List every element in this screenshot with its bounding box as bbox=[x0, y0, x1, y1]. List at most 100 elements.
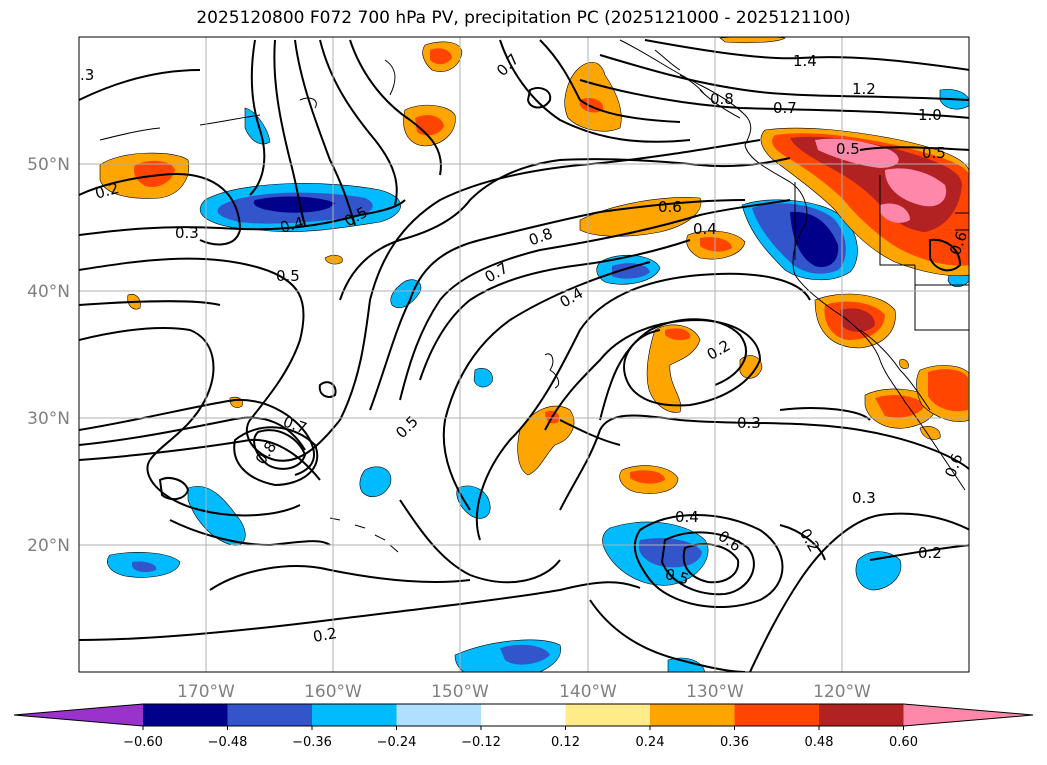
colorbar-tick-label: 0.48 bbox=[805, 735, 834, 750]
pv-contour bbox=[79, 438, 321, 481]
precip-region-positive bbox=[840, 308, 875, 332]
contour-label: 1.2 bbox=[852, 80, 876, 98]
colorbar-segment bbox=[734, 704, 820, 726]
contour-label: 0.3 bbox=[175, 224, 199, 242]
colorbar-tick-label: −0.60 bbox=[123, 735, 163, 750]
pv-contour bbox=[339, 139, 761, 421]
graticule bbox=[79, 37, 969, 672]
contour-label: 1.0 bbox=[918, 106, 942, 124]
pv-contour bbox=[209, 565, 471, 591]
coastline bbox=[544, 353, 560, 389]
pv-contour bbox=[599, 318, 747, 421]
colorbar-segment bbox=[650, 704, 735, 726]
pv-contour bbox=[544, 318, 762, 431]
pv-contour bbox=[79, 257, 341, 462]
pv-contour bbox=[369, 199, 746, 411]
lat-tick-label: 40°N bbox=[27, 282, 70, 302]
contour-label: 0.5 bbox=[922, 144, 946, 162]
precip-region-negative bbox=[253, 196, 335, 213]
precip-region-positive bbox=[739, 355, 763, 379]
latitude-labels: 20°N 30°N 40°N 50°N bbox=[27, 155, 70, 556]
map-frame bbox=[78, 36, 970, 673]
pv-contour bbox=[158, 477, 190, 501]
precip-region-negative bbox=[790, 211, 839, 268]
coastline bbox=[794, 175, 969, 331]
precip-region-positive bbox=[700, 237, 732, 252]
precip-region-positive bbox=[790, 136, 962, 232]
precip-region-negative bbox=[390, 279, 422, 309]
contour-label: 0.2 bbox=[312, 624, 339, 646]
contour-label: 0.2 bbox=[93, 179, 121, 203]
pv-contour bbox=[526, 87, 552, 109]
contour-label: 0.6 bbox=[658, 198, 682, 216]
colorbar-extend-min bbox=[14, 704, 143, 726]
precip-region-positive bbox=[517, 405, 575, 476]
map-title: 2025120800 F072 700 hPa PV, precipitatio… bbox=[196, 8, 851, 28]
precip-region-positive bbox=[885, 168, 947, 207]
precip-region-negative bbox=[612, 263, 650, 279]
pv-contour bbox=[79, 199, 406, 236]
coastline bbox=[859, 329, 931, 411]
pv-contour bbox=[79, 398, 315, 476]
coastlines bbox=[99, 39, 969, 553]
pv-contour bbox=[539, 39, 681, 123]
precip-region-negative bbox=[359, 466, 392, 498]
pv-contour bbox=[319, 39, 398, 206]
precip-region-positive bbox=[324, 254, 343, 265]
contour-label: 0.2 bbox=[918, 544, 942, 562]
pv-contour bbox=[79, 327, 301, 517]
coastline bbox=[99, 114, 261, 141]
lon-tick-label: 170°W bbox=[177, 682, 235, 702]
coastline bbox=[654, 49, 741, 119]
pv-contour bbox=[475, 272, 811, 541]
pv-contour bbox=[599, 54, 969, 101]
pv-contour bbox=[233, 426, 319, 487]
pv-contour bbox=[318, 381, 337, 398]
colorbar-tick-label: 0.36 bbox=[720, 735, 749, 750]
contour-label: 0.8 bbox=[710, 90, 734, 108]
colorbar-tick-label: −0.12 bbox=[461, 735, 501, 750]
contour-label: 0.5 bbox=[663, 565, 691, 589]
colorbar-segment bbox=[481, 704, 566, 726]
pv-contour bbox=[633, 514, 784, 609]
colorbar-segment bbox=[312, 704, 397, 726]
pv-contour bbox=[589, 599, 746, 672]
longitude-labels: 170°W 160°W 150°W 140°W 130°W 120°W bbox=[177, 682, 871, 702]
lon-tick-label: 150°W bbox=[431, 682, 489, 702]
lon-tick-label: 160°W bbox=[304, 682, 362, 702]
colorbar-tick-label: −0.24 bbox=[377, 735, 417, 750]
precip-region-positive bbox=[880, 203, 910, 223]
pv-contour bbox=[79, 581, 641, 641]
pv-contour bbox=[579, 79, 969, 119]
colorbar-tick-label: −0.48 bbox=[208, 735, 248, 750]
pv-contour bbox=[559, 414, 969, 511]
precip-region-positive bbox=[815, 138, 899, 168]
colorbar-tick-label: −0.36 bbox=[292, 735, 332, 750]
precip-region-positive bbox=[579, 197, 702, 237]
pv-contour bbox=[660, 531, 755, 596]
pv-contour bbox=[349, 39, 442, 176]
pv-contour bbox=[559, 407, 871, 446]
contour-label: 0.4 bbox=[278, 213, 306, 237]
colorbar-extend-max bbox=[903, 704, 1033, 726]
contour-label: 0.5 bbox=[276, 267, 300, 285]
pv-contour bbox=[249, 39, 266, 196]
lon-tick-label: 130°W bbox=[686, 682, 744, 702]
contour-label: 0.3 bbox=[737, 414, 761, 432]
contour-label: 0.3 bbox=[852, 489, 876, 507]
contour-label: 0.5 bbox=[836, 140, 860, 158]
pv-contour bbox=[499, 39, 691, 143]
pv-contour bbox=[644, 39, 969, 71]
colorbar-tick-label: 0.12 bbox=[551, 735, 580, 750]
precip-region-negative bbox=[187, 486, 246, 546]
colorbar-segment bbox=[143, 704, 228, 726]
pv-contour bbox=[79, 69, 242, 246]
precip-region-positive bbox=[928, 369, 968, 412]
pv-contour bbox=[253, 429, 307, 470]
contour-label: 0.7 bbox=[773, 99, 797, 117]
colorbar-tick-label: 0.24 bbox=[636, 735, 665, 750]
precip-region-positive bbox=[430, 48, 452, 65]
contour-label: 0.4 bbox=[675, 508, 699, 526]
precip-region-negative bbox=[456, 485, 491, 519]
